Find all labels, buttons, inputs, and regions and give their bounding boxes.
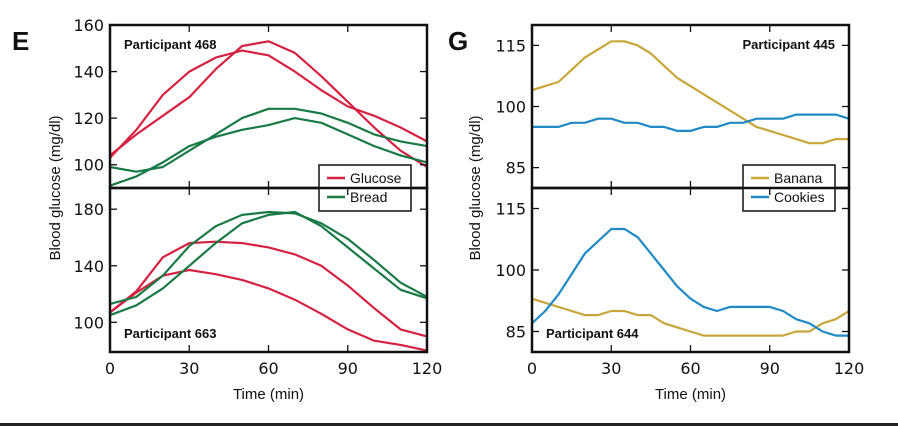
x-axis-label: Time (min): [233, 386, 304, 403]
series-line-banana-1: [531, 40, 849, 145]
participant-label: Participant 663: [124, 326, 217, 341]
legend-label-glucose: Glucose: [350, 170, 402, 186]
y-tick-label: 100: [73, 156, 104, 175]
bottom-divider: [0, 423, 898, 426]
legend-label-banana: Banana: [774, 170, 822, 186]
y-tick-label: 180: [73, 200, 104, 219]
series-line-cookies-2: [531, 227, 849, 337]
x-tick-label: 30: [601, 359, 621, 378]
y-axis-label: Blood glucose (mg/dl): [47, 115, 64, 260]
panel-letter: E: [12, 26, 29, 56]
series-line-cookies-2: [532, 113, 850, 132]
series-line-banana-1: [531, 297, 850, 337]
y-tick-label: 115: [495, 36, 526, 55]
participant-label: Participant 445: [743, 37, 836, 52]
series-line-bread-3: [109, 210, 428, 305]
y-tick-label: 85: [506, 323, 526, 342]
x-tick-label: 0: [105, 359, 115, 378]
y-tick-label: 100: [495, 98, 526, 117]
x-tick-label: 60: [258, 359, 278, 378]
panel-letter: G: [448, 26, 468, 56]
x-tick-label: 60: [680, 359, 700, 378]
y-tick-label: 140: [73, 63, 104, 82]
x-tick-label: 120: [834, 359, 865, 378]
subplot-frame: [108, 186, 429, 354]
y-axis-label: Blood glucose (mg/dl): [467, 115, 484, 260]
legend-label-bread: Bread: [350, 189, 387, 205]
x-tick-label: 120: [412, 359, 443, 378]
series-line-glucose-1: [109, 240, 428, 338]
y-tick-label: 100: [73, 313, 104, 332]
y-tick-label: 140: [73, 257, 104, 276]
series-line-bread-4: [109, 116, 428, 187]
x-tick-label: 90: [338, 359, 358, 378]
participant-label: Participant 468: [124, 37, 217, 52]
x-axis-label: Time (min): [655, 386, 726, 403]
y-tick-label: 160: [73, 16, 104, 35]
x-tick-label: 30: [179, 359, 199, 378]
series-line-glucose-2: [109, 40, 428, 168]
y-tick-label: 85: [506, 159, 526, 178]
y-tick-label: 120: [73, 109, 104, 128]
series-line-bread-3: [109, 107, 428, 173]
series-line-glucose-1: [109, 49, 428, 159]
subplot-frame: [530, 186, 851, 354]
legend-label-cookies: Cookies: [774, 189, 825, 205]
y-tick-label: 100: [495, 261, 526, 280]
x-tick-label: 90: [760, 359, 780, 378]
series-line-bread-4: [109, 210, 428, 317]
x-tick-label: 0: [527, 359, 537, 378]
participant-label: Participant 644: [546, 326, 639, 341]
y-tick-label: 115: [495, 200, 526, 219]
